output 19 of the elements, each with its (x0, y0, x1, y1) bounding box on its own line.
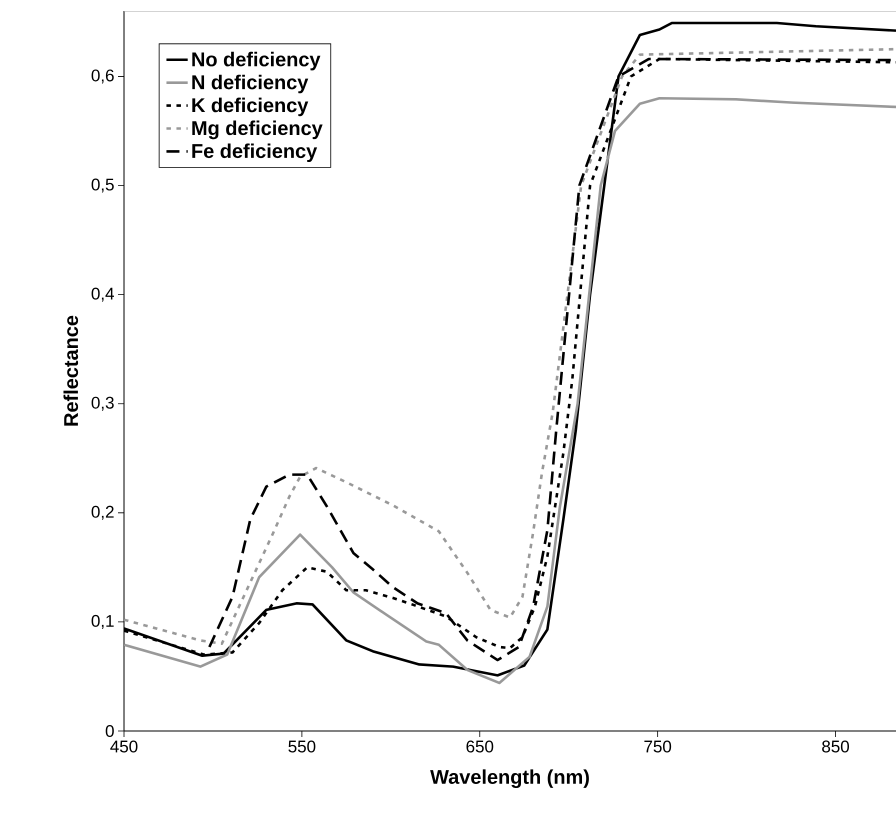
x-tick-label: 650 (466, 740, 494, 753)
x-tick-label: 850 (822, 740, 850, 753)
legend-label: K deficiency (192, 98, 308, 116)
y-tick-label: 0,1 (92, 614, 114, 629)
x-tick-label: 550 (288, 740, 316, 753)
legend-label: Fe deficiency (192, 143, 318, 162)
x-axis-title: Wavelength (nm) (430, 769, 589, 788)
legend-label: N deficiency (192, 74, 308, 94)
y-axis-title: Reflectance (63, 316, 78, 426)
y-tick-label: 0 (106, 724, 114, 737)
y-tick-label: 0,3 (92, 396, 114, 411)
legend-label: No deficiency (192, 52, 320, 70)
y-tick-label: 0,6 (92, 69, 114, 84)
y-tick-label: 0,2 (92, 506, 114, 520)
y-tick-label: 0,4 (92, 288, 114, 302)
y-tick-label: 0,5 (92, 178, 114, 193)
x-tick-label: 750 (644, 740, 672, 753)
legend-label: Mg deficiency (192, 120, 323, 140)
x-tick-label: 450 (110, 740, 138, 753)
